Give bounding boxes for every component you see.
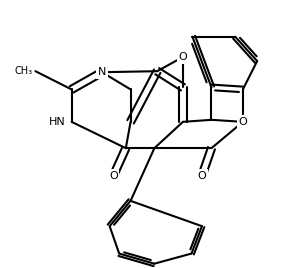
Text: N: N — [98, 67, 106, 77]
Text: HN: HN — [49, 117, 66, 127]
Text: CH₃: CH₃ — [14, 66, 33, 76]
Text: O: O — [179, 52, 187, 62]
Text: O: O — [198, 170, 206, 181]
Text: O: O — [109, 170, 118, 181]
Text: O: O — [239, 117, 247, 127]
